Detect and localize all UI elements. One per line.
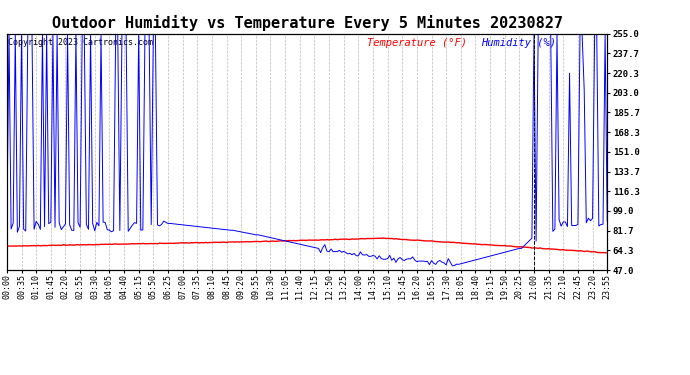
Title: Outdoor Humidity vs Temperature Every 5 Minutes 20230827: Outdoor Humidity vs Temperature Every 5 … [52,15,562,31]
Text: Temperature (°F): Temperature (°F) [367,39,467,48]
Text: Copyright 2023 Cartronics.com: Copyright 2023 Cartronics.com [8,39,152,48]
Text: Humidity (%): Humidity (%) [481,39,556,48]
